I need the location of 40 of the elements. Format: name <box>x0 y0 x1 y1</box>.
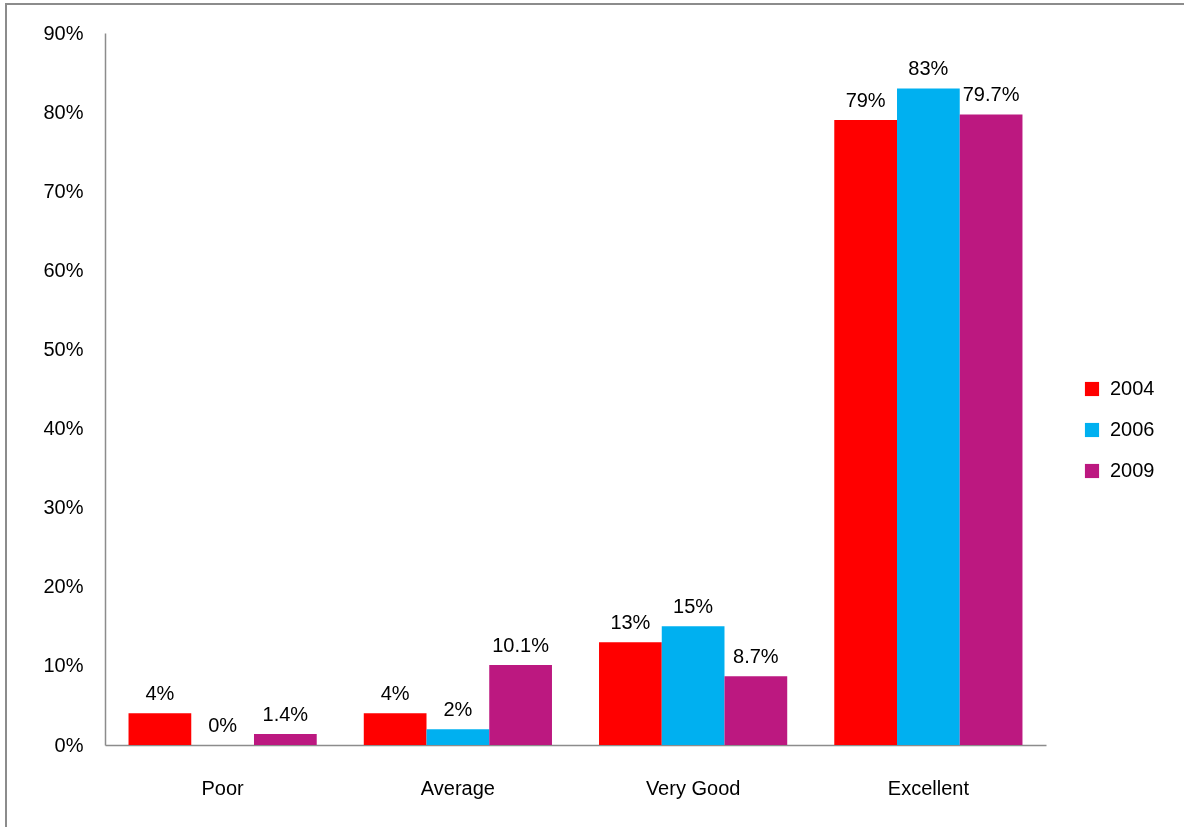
data-label: 0% <box>208 714 238 736</box>
data-label: 15% <box>673 595 714 618</box>
bar <box>489 665 552 745</box>
x-tick-label: Excellent <box>887 776 970 799</box>
bar <box>724 676 788 745</box>
data-label: 13% <box>610 611 651 634</box>
bar <box>959 114 1023 745</box>
bar <box>599 642 662 745</box>
legend-label: 2006 <box>1110 418 1155 440</box>
data-label: 10.1% <box>492 634 550 657</box>
y-tick-label: 60% <box>43 258 84 281</box>
y-tick-label: 40% <box>43 417 84 440</box>
x-tick-label: Poor <box>201 776 245 799</box>
data-label: 79% <box>845 89 886 112</box>
y-tick-label: 50% <box>43 337 84 360</box>
data-label: 79.7% <box>962 83 1020 106</box>
y-tick-label: 10% <box>43 654 84 677</box>
bar <box>253 733 317 745</box>
legend-label: 2004 <box>1110 377 1155 399</box>
y-tick-label: 0% <box>54 733 84 756</box>
data-label: 1.4% <box>262 702 309 725</box>
y-tick-label: 80% <box>43 100 84 123</box>
bar <box>834 120 898 745</box>
bar <box>128 713 192 745</box>
y-tick-label: 70% <box>43 179 84 202</box>
bar <box>363 713 427 745</box>
data-label: 83% <box>908 57 949 80</box>
y-tick-label: 30% <box>43 496 84 519</box>
legend-label: 2009 <box>1110 459 1155 481</box>
data-label: 4% <box>145 682 175 705</box>
bar <box>426 729 490 745</box>
y-tick-label: 20% <box>43 575 84 598</box>
x-tick-label: Average <box>420 776 495 799</box>
x-tick-label: Very Good <box>645 776 741 799</box>
y-tick-label: 90% <box>43 21 84 44</box>
data-label: 2% <box>443 698 473 721</box>
bar <box>661 626 725 745</box>
data-label: 4% <box>380 682 410 705</box>
data-label: 8.7% <box>733 645 779 668</box>
bar <box>897 88 960 745</box>
